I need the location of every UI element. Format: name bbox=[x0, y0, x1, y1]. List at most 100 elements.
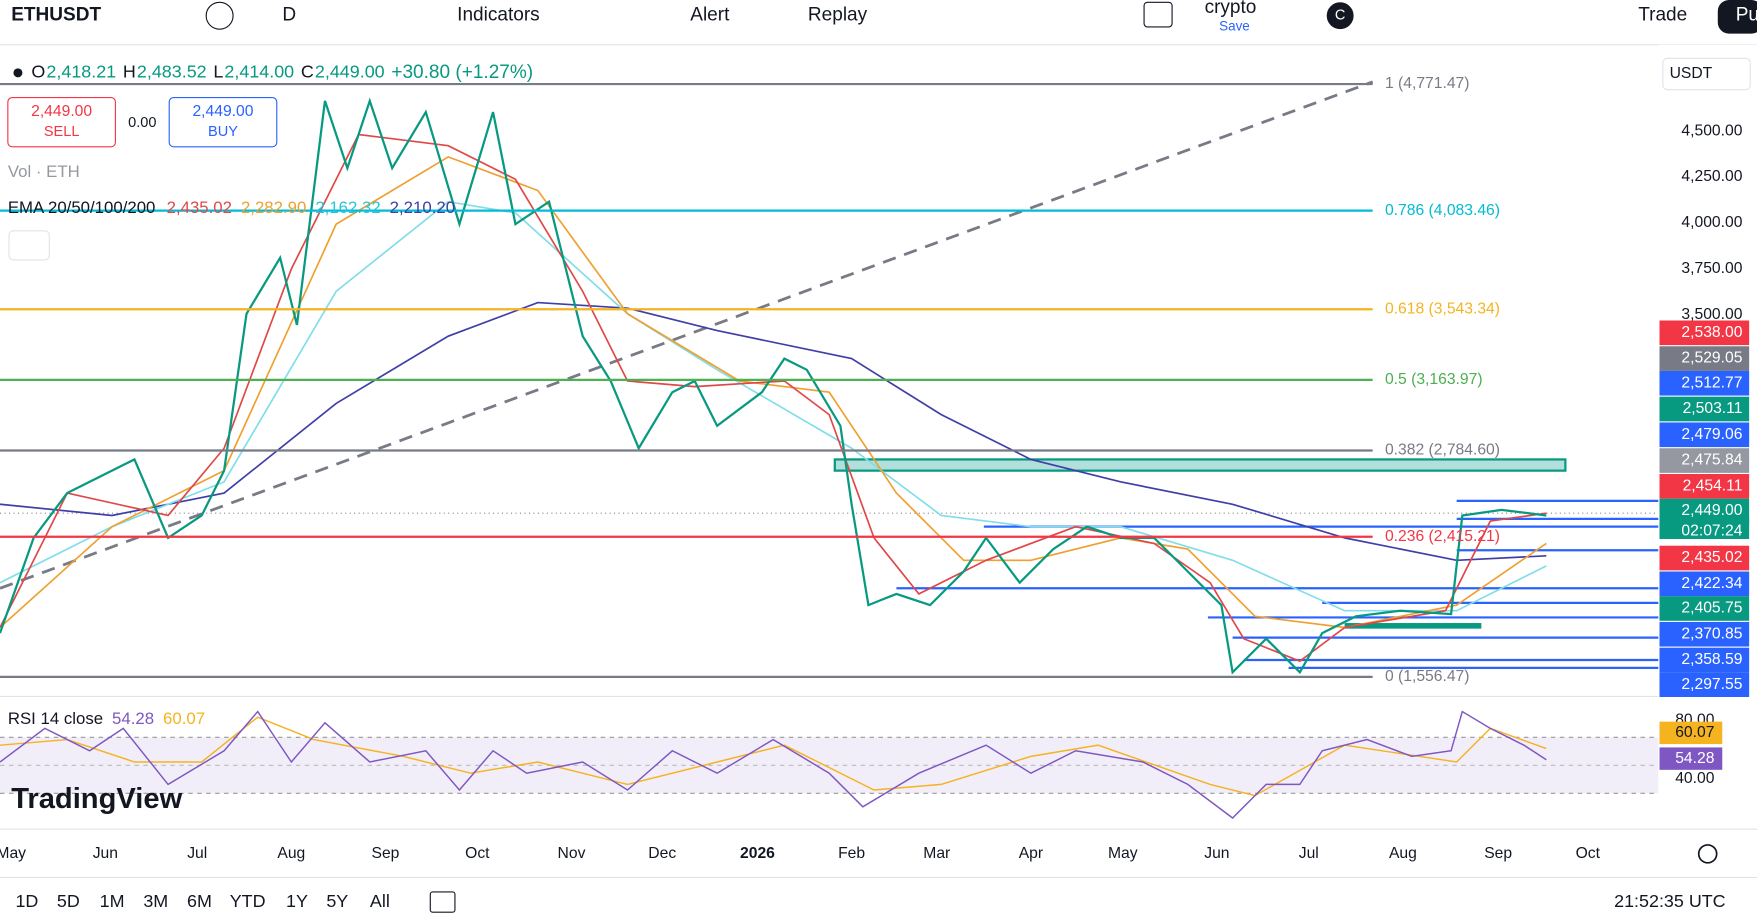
price-badge bbox=[1659, 396, 1750, 422]
collapse-button[interactable] bbox=[8, 230, 50, 261]
range-button[interactable]: 5D bbox=[57, 891, 80, 911]
fib-label: 0.5 (3,163.97) bbox=[1385, 371, 1483, 388]
time-tick: Sep bbox=[1484, 845, 1512, 862]
price-badge bbox=[1659, 448, 1750, 473]
rsi-value: 54.28 bbox=[112, 709, 154, 728]
fib-label: 0.236 (2,415.21) bbox=[1385, 528, 1500, 545]
price-badge-text: 2,512.77 bbox=[1681, 374, 1742, 391]
fib-label: 0.382 (2,784.60) bbox=[1385, 442, 1500, 459]
price-badge-text: 2,370.85 bbox=[1681, 625, 1742, 642]
price-tick: 4,250.00 bbox=[1681, 168, 1742, 185]
buy-price[interactable]: 2,449.00 bbox=[192, 103, 253, 120]
range-button[interactable]: 1D bbox=[15, 891, 38, 911]
interval[interactable]: D bbox=[282, 5, 296, 26]
buy-label[interactable]: BUY bbox=[208, 124, 238, 140]
ema-20 bbox=[0, 133, 1547, 663]
price-badge bbox=[1659, 474, 1750, 499]
date-range-icon[interactable] bbox=[429, 891, 456, 913]
rsi-badge bbox=[1659, 747, 1723, 770]
save[interactable]: Save bbox=[1219, 18, 1250, 33]
price-badge bbox=[1659, 346, 1750, 371]
ohlc-key: H bbox=[123, 62, 136, 82]
price-tick: 4,000.00 bbox=[1681, 214, 1742, 231]
fib-label: 0.618 (3,543.34) bbox=[1385, 300, 1500, 317]
currency-button[interactable] bbox=[1662, 57, 1751, 91]
time-tick: Oct bbox=[1576, 845, 1601, 862]
replay[interactable]: Replay bbox=[808, 5, 868, 26]
range-button[interactable]: 6M bbox=[187, 891, 212, 911]
range-button[interactable]: 1M bbox=[100, 891, 125, 911]
settings-icon[interactable] bbox=[1697, 844, 1718, 864]
ohlc-value: 2,483.52 bbox=[137, 62, 207, 82]
rsi-badge-text: 54.28 bbox=[1675, 750, 1715, 767]
ema-value: 2,435.02 bbox=[167, 198, 232, 217]
price-badge-text: 2,435.02 bbox=[1681, 549, 1742, 566]
trend-line bbox=[0, 80, 1374, 590]
ohlc-value: 2,449.00 bbox=[315, 62, 385, 82]
ema-50 bbox=[0, 155, 1547, 629]
price-badge-text: 2,538.00 bbox=[1681, 324, 1742, 341]
price-badge bbox=[1659, 518, 1750, 539]
rsi-tick: 40.00 bbox=[1675, 770, 1715, 787]
sell-label[interactable]: SELL bbox=[44, 124, 80, 140]
time-tick: Nov bbox=[558, 845, 586, 862]
ohlc-value: 2,418.21 bbox=[46, 62, 116, 82]
price-badge-text: 2,479.06 bbox=[1681, 426, 1742, 443]
price-badge bbox=[1659, 320, 1750, 346]
time-tick: Jun bbox=[93, 845, 118, 862]
symbol[interactable]: ETHUSDT bbox=[11, 5, 101, 26]
ema-label: EMA 20/50/100/200 bbox=[8, 198, 156, 217]
sell-button[interactable] bbox=[7, 96, 116, 148]
price-badge-text: 2,297.55 bbox=[1681, 676, 1742, 693]
time-tick: Dec bbox=[648, 845, 676, 862]
range-button[interactable]: 1Y bbox=[286, 891, 308, 911]
price-badge bbox=[1659, 370, 1750, 396]
pane-divider bbox=[0, 695, 1659, 697]
publish-bg[interactable] bbox=[1717, 0, 1757, 34]
price-badge-text: 2,422.34 bbox=[1681, 575, 1742, 592]
price-badge-text: 2,405.75 bbox=[1681, 600, 1742, 617]
alert[interactable]: Alert bbox=[690, 5, 730, 26]
price-badge-text: 02:07:24 bbox=[1681, 522, 1742, 539]
publish[interactable]: Pu bbox=[1736, 5, 1757, 26]
avatar-bg[interactable] bbox=[1326, 2, 1354, 30]
price-badge-text: 2,529.05 bbox=[1681, 350, 1742, 367]
sell-price[interactable]: 2,449.00 bbox=[31, 103, 92, 120]
trade[interactable]: Trade bbox=[1638, 5, 1687, 26]
price-badge bbox=[1659, 571, 1750, 597]
ohlc: O 2,418.21 H 2,483.52 L 2,414.00 C 2,449.00 bbox=[31, 62, 384, 82]
fib-group: 1 (4,771.47) 0.786 (4,083.46) 0.618 (3,543… bbox=[0, 75, 1500, 685]
add-symbol[interactable] bbox=[205, 1, 234, 30]
time-tick: Aug bbox=[277, 845, 305, 862]
axis-labels: 4,500.00 4,250.00 4,000.00 3,750.00 3,500.00… bbox=[1659, 122, 1750, 787]
ohlc-key: C bbox=[301, 62, 314, 82]
time-tick: May bbox=[0, 845, 26, 862]
indicators[interactable]: Indicators bbox=[457, 5, 540, 26]
time-tick: Oct bbox=[465, 845, 490, 862]
range-button[interactable]: 3M bbox=[143, 891, 168, 911]
range-button[interactable]: All bbox=[370, 891, 390, 911]
range-button[interactable]: 5Y bbox=[326, 891, 348, 911]
fib-label: 0 (1,556.47) bbox=[1385, 668, 1470, 685]
buy-button[interactable] bbox=[168, 96, 278, 148]
range-button[interactable]: YTD bbox=[230, 891, 266, 911]
ohlc-key: L bbox=[213, 62, 223, 82]
price-badge-text: 2,449.00 bbox=[1681, 502, 1742, 519]
price-badge-text: 2,358.59 bbox=[1681, 651, 1742, 668]
layout-icon[interactable] bbox=[1143, 1, 1173, 28]
time-tick: 2026 bbox=[740, 845, 775, 862]
zone-small bbox=[1344, 623, 1482, 629]
ema-value: 2,282.90 bbox=[241, 198, 306, 217]
currency[interactable]: USDT bbox=[1670, 65, 1713, 82]
price-badge bbox=[1659, 647, 1750, 673]
spread: 0.00 bbox=[128, 115, 156, 131]
price-tick: 4,500.00 bbox=[1681, 122, 1742, 139]
price-badge-text: 2,475.84 bbox=[1681, 452, 1742, 469]
ema-200 bbox=[0, 301, 1547, 562]
layout-name[interactable]: crypto bbox=[1205, 0, 1257, 18]
avatar[interactable]: C bbox=[1335, 8, 1346, 24]
time-tick: Jun bbox=[1204, 845, 1229, 862]
time-tick: Jul bbox=[1299, 845, 1319, 862]
ema-value: 2,162.32 bbox=[315, 198, 380, 217]
